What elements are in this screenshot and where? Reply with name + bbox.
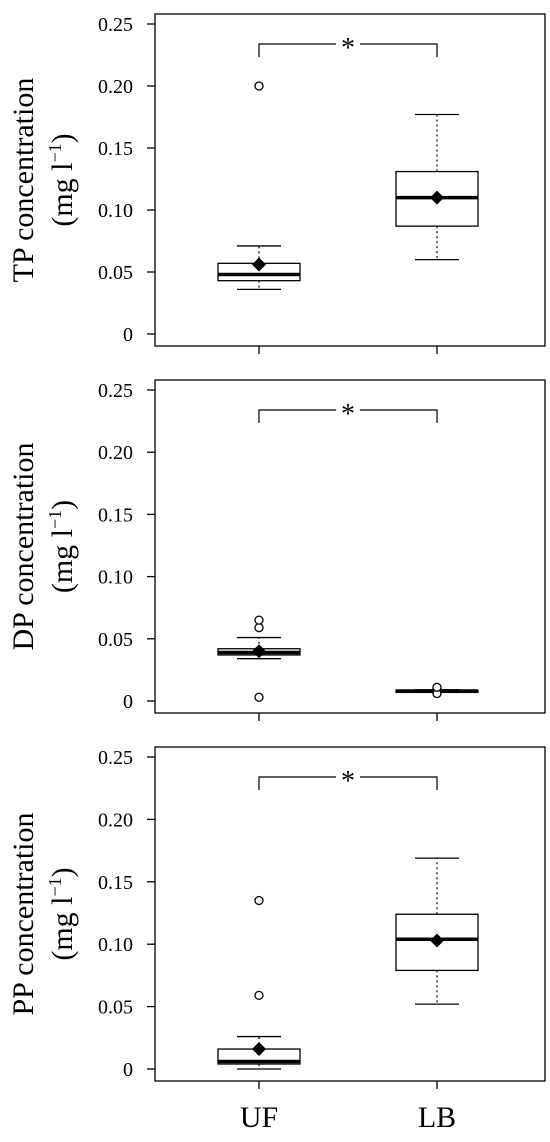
unit-superscript: −1 — [45, 877, 65, 896]
mean-marker — [252, 1042, 266, 1057]
outlier-point — [254, 615, 264, 625]
x-label-lb: LB — [418, 1101, 456, 1134]
y-tick-label: 0 — [123, 324, 133, 346]
mean-marker — [430, 190, 444, 205]
panel-tp: 0 0.05 0.10 0.15 0.20 0.25 TP concentration (mg… — [7, 13, 546, 354]
y-tick-label: 0.15 — [98, 138, 133, 160]
panel-dp: 0 0.05 0.10 0.15 0.20 0.25 DP concentration (mg… — [7, 379, 546, 721]
y-axis-label: DP concentration — [7, 443, 40, 651]
y-tick-label: 0.20 — [98, 76, 133, 98]
y-tick-label: 0.05 — [98, 262, 133, 284]
y-axis-label: PP concentration — [7, 812, 40, 1015]
y-tick-label: 0.15 — [98, 872, 133, 894]
x-label-uf: UF — [240, 1101, 278, 1134]
y-tick-label: 0.20 — [98, 442, 133, 464]
significance-gap — [336, 402, 360, 418]
plot-frame — [154, 379, 546, 714]
unit-text: (mg l — [46, 162, 79, 226]
y-tick-label: 0.25 — [98, 747, 133, 769]
significance-star: * — [341, 399, 355, 430]
y-tick-label: 0.10 — [98, 934, 133, 956]
significance-star: * — [341, 766, 355, 797]
y-tick-label: 0 — [123, 691, 133, 713]
y-tick-label: 0.10 — [98, 200, 133, 222]
y-axis-label: TP concentration — [7, 78, 40, 283]
outlier-point — [432, 682, 442, 692]
panel-pp: 0 0.05 0.10 0.15 0.20 0.25 PP concentration (mg… — [7, 746, 546, 1089]
plot-frame — [154, 746, 546, 1082]
unit-text: (mg l — [46, 896, 79, 960]
y-axis-unit-label: (mg l−1) — [45, 867, 79, 960]
significance-gap — [336, 36, 360, 52]
unit-superscript: −1 — [45, 510, 65, 529]
y-tick-label: 0.25 — [98, 380, 133, 402]
significance-star: * — [341, 33, 355, 64]
box-uf — [217, 895, 301, 1070]
plot-frame — [154, 13, 546, 347]
mean-marker — [252, 257, 266, 272]
box-lb — [395, 682, 479, 699]
y-axis-unit-label: (mg l−1) — [45, 500, 79, 593]
mean-marker — [252, 644, 266, 659]
unit-text: (mg l — [46, 529, 79, 593]
unit-close: ) — [46, 133, 79, 143]
box-uf — [217, 615, 301, 702]
box-lb — [395, 857, 479, 1005]
outlier-point — [254, 895, 264, 906]
unit-close: ) — [46, 867, 79, 877]
unit-superscript: −1 — [45, 143, 65, 162]
unit-close: ) — [46, 500, 79, 510]
box-uf — [217, 81, 301, 291]
outlier-point — [254, 692, 264, 702]
mean-marker — [430, 933, 444, 948]
y-tick-label: 0.25 — [98, 14, 133, 36]
y-tick-label: 0 — [123, 1059, 133, 1081]
y-axis-unit-label: (mg l−1) — [45, 133, 79, 226]
y-tick-label: 0.05 — [98, 629, 133, 651]
outlier-point — [254, 990, 264, 1001]
significance-gap — [336, 769, 360, 785]
y-tick-label: 0.15 — [98, 504, 133, 526]
outlier-point — [254, 622, 264, 633]
y-tick-label: 0.20 — [98, 809, 133, 831]
outlier-point — [254, 81, 264, 91]
box-lb — [395, 113, 479, 261]
y-tick-label: 0.05 — [98, 997, 133, 1019]
y-tick-label: 0.10 — [98, 567, 133, 589]
